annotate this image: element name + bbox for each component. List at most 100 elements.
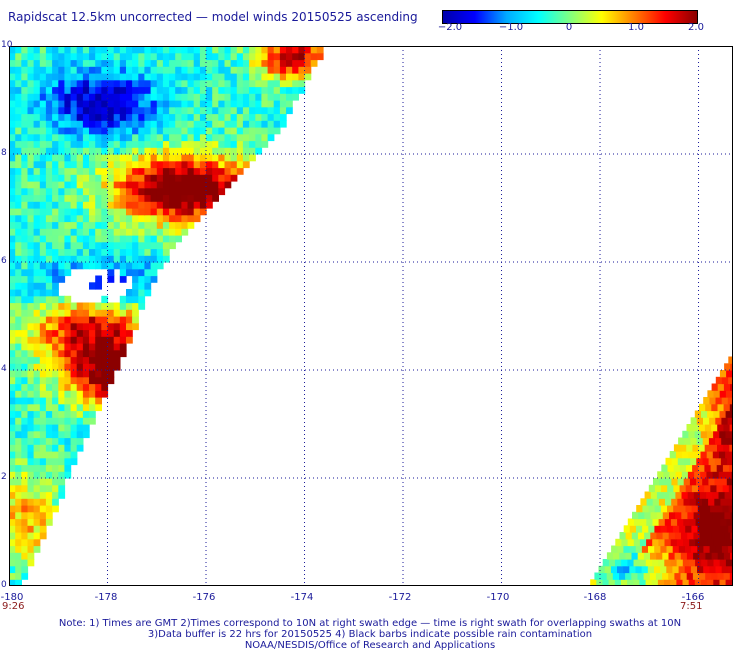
wind-cell [218,188,225,195]
wind-cell [15,154,22,161]
wind-cell [212,93,219,100]
wind-cell [712,552,719,559]
wind-cell [77,127,84,134]
wind-cell [28,80,35,87]
wind-cell [77,390,84,397]
wind-cell [34,161,41,168]
wind-cell [175,87,182,94]
wind-cell [717,465,724,472]
wind-cell [715,438,722,445]
wind-cell [95,188,102,195]
wind-cell [58,465,65,472]
wind-cell [261,73,268,80]
wind-cell [28,424,35,431]
wind-cell [46,350,53,357]
wind-cell [652,559,659,566]
wind-cell [280,73,287,80]
wind-cell [249,114,256,121]
wind-cell [237,107,244,114]
wind-cell [151,107,158,114]
wind-cell [34,330,41,337]
wind-cell [676,579,683,586]
wind-cell [89,417,96,424]
wind-cell [206,161,213,168]
wind-cell [40,114,47,121]
wind-cell [206,141,213,148]
wind-cell [58,208,65,215]
wind-cell [46,336,53,343]
wind-cell [286,107,293,114]
wind-cell [714,390,721,397]
wind-cell [169,60,176,67]
wind-cell [64,451,71,458]
wind-cell [151,215,158,222]
wind-cell [194,60,201,67]
wind-cell [21,323,28,330]
wind-cell [40,296,47,303]
wind-cell [212,107,219,114]
wind-cell [644,552,651,559]
wind-cell [15,363,22,370]
wind-cell [169,120,176,127]
wind-cell [711,465,718,472]
wind-cell [52,66,59,73]
wind-cell [114,215,121,222]
wind-cell [206,174,213,181]
wind-cell [151,235,158,242]
wind-cell [34,201,41,208]
wind-cell [15,404,22,411]
wind-cell [126,309,133,316]
wind-cell [77,343,84,350]
wind-cell [212,174,219,181]
wind-cell [95,80,102,87]
wind-cell [261,80,268,87]
wind-cell [52,498,59,505]
wind-cell [64,262,71,269]
wind-cell [34,505,41,512]
wind-cell [120,262,127,269]
wind-cell [659,478,666,485]
wind-cell [64,174,71,181]
wind-cell [678,478,685,485]
wind-cell [21,357,28,364]
wind-cell [21,485,28,492]
wind-cell [163,242,170,249]
wind-cell [617,566,624,573]
wind-cell [720,498,727,505]
wind-cell [679,525,686,532]
wind-cell [704,485,711,492]
wind-cell [83,195,90,202]
wind-cell [15,134,22,141]
wind-cell [175,188,182,195]
wind-cell [642,505,649,512]
wind-cell [634,559,641,566]
wind-cell [138,249,145,256]
wind-cell [28,73,35,80]
wind-cell [711,404,718,411]
wind-cell [40,492,47,499]
wind-cell [243,66,250,73]
wind-cell [46,127,53,134]
wind-cell [58,316,65,323]
wind-cell [64,188,71,195]
wind-cell [77,53,84,60]
wind-cell [46,417,53,424]
wind-cell [9,282,16,289]
wind-cell [89,215,96,222]
wind-cell [83,147,90,154]
wind-cell [40,458,47,465]
wind-cell [89,127,96,134]
wind-cell [46,296,53,303]
wind-cell [237,134,244,141]
wind-cell [15,417,22,424]
wind-cell [71,114,78,121]
wind-cell [274,66,281,73]
wind-cell [237,93,244,100]
wind-cell [40,431,47,438]
wind-cell [28,46,35,53]
wind-cell [206,80,213,87]
wind-cell [188,87,195,94]
wind-cell [286,53,293,60]
wind-cell [181,114,188,121]
wind-cell [89,134,96,141]
